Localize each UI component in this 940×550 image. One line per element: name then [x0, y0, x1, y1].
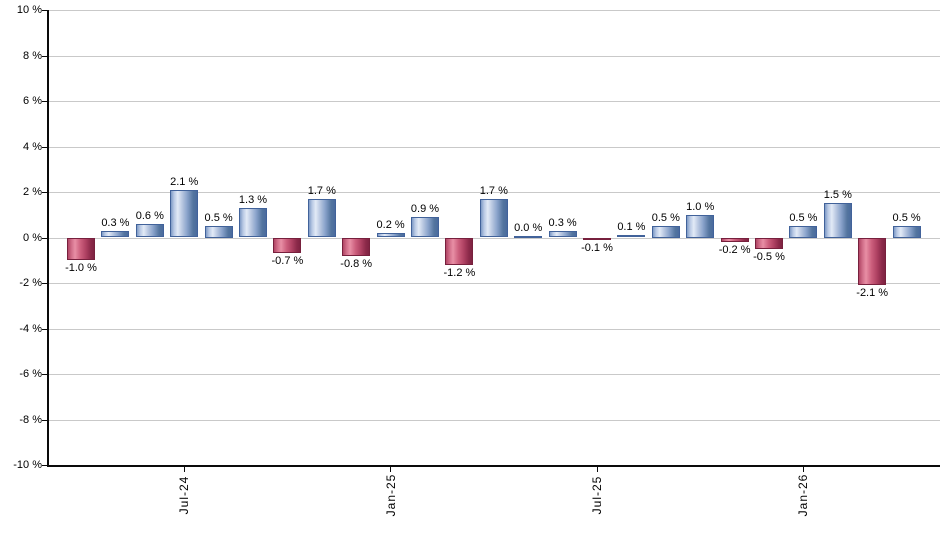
bar [376, 232, 405, 238]
bar [858, 237, 887, 286]
bar-value-label: 1.0 % [686, 200, 715, 213]
bar [617, 235, 646, 238]
gridline [48, 55, 940, 57]
x-axis-tick [390, 465, 392, 472]
y-axis-tick [42, 328, 49, 330]
y-axis-tick [42, 55, 49, 57]
bar-value-label: -0.1 % [581, 241, 613, 254]
bar-value-label: 0.0 % [514, 221, 543, 234]
y-axis-label: 2 % [23, 186, 42, 198]
bar-value-label: -0.7 % [271, 255, 304, 268]
y-axis-tick [42, 237, 49, 239]
gridline [48, 192, 940, 193]
bar [479, 198, 508, 238]
bar-value-label: -1.0 % [65, 262, 97, 275]
y-axis-tick [42, 101, 49, 102]
bar [755, 237, 783, 249]
y-axis-tick [42, 192, 49, 193]
gridline [48, 374, 940, 375]
y-axis-label: -8 % [19, 413, 42, 426]
y-axis-tick [42, 419, 49, 421]
x-axis-label: Jan-25 [383, 473, 398, 517]
y-axis-label: -10 % [13, 459, 42, 471]
gridline [48, 101, 940, 102]
y-axis-label: 10 % [16, 4, 42, 16]
bar [823, 203, 852, 238]
x-axis-line [47, 465, 940, 467]
bar [170, 189, 199, 238]
y-axis-tick [42, 283, 49, 284]
bar [548, 230, 577, 238]
bar-value-label: 0.5 % [204, 212, 233, 225]
y-axis-tick [42, 465, 49, 466]
y-axis-label: 8 % [23, 49, 42, 62]
y-axis-tick [42, 374, 49, 375]
x-axis-tick [596, 465, 598, 472]
bar-value-label: 0.1 % [617, 221, 646, 234]
y-axis-line [47, 10, 49, 467]
bar [720, 237, 749, 243]
bar-value-label: 0.2 % [376, 218, 405, 231]
bar-value-label: 0.5 % [651, 212, 680, 225]
bar-value-label: -2.1 % [856, 287, 889, 300]
bar [411, 217, 439, 238]
bar-value-label: -0.5 % [753, 250, 785, 263]
gridline [48, 10, 940, 11]
bar-value-label: 0.3 % [101, 216, 130, 229]
gridline [48, 283, 940, 284]
bar-value-label: 1.3 % [238, 193, 268, 206]
y-axis-label: 4 % [23, 140, 42, 153]
y-axis-label: -2 % [19, 277, 42, 289]
y-axis-label: 0 % [23, 231, 42, 244]
bar-value-label: -1.2 % [443, 266, 476, 279]
bar [239, 207, 267, 238]
gridline [48, 419, 940, 421]
y-axis-label: -4 % [19, 322, 42, 335]
bar-value-label: 0.5 % [789, 212, 818, 225]
bar [789, 226, 818, 238]
x-axis-label: Jan-26 [796, 473, 811, 517]
bar-value-label: 1.7 % [307, 184, 336, 197]
bar [135, 223, 164, 238]
y-axis-label: -6 % [19, 368, 42, 380]
bar [101, 230, 130, 238]
y-axis-tick [42, 10, 49, 11]
bar [445, 237, 474, 265]
bar [514, 235, 543, 238]
x-axis-tick [183, 465, 185, 472]
bar [583, 237, 611, 240]
bar [342, 237, 371, 256]
bar-value-label: 0.9 % [410, 203, 440, 216]
gridline [48, 146, 940, 148]
bar [273, 237, 302, 254]
bar-value-label: 0.6 % [135, 209, 164, 222]
bar-value-label: 1.5 % [823, 189, 852, 202]
bar [307, 198, 336, 238]
y-axis-tick [42, 146, 49, 148]
bar-value-label: -0.2 % [718, 244, 751, 257]
bar-value-label: 2.1 % [170, 175, 199, 188]
x-axis-label: Jul-24 [177, 475, 192, 515]
bar-value-label: 1.7 % [479, 184, 508, 197]
bar-value-label: -0.8 % [340, 257, 373, 270]
bar [686, 214, 715, 238]
bar [204, 226, 233, 238]
x-axis-tick [802, 465, 804, 472]
bar [892, 226, 921, 238]
bar [651, 226, 680, 238]
gridline [48, 328, 940, 330]
gridline [48, 237, 940, 239]
bar-value-label: 0.3 % [548, 216, 577, 229]
y-axis-label: 6 % [23, 95, 42, 107]
x-axis-label: Jul-25 [590, 475, 604, 515]
bar [67, 237, 95, 261]
bar-value-label: 0.5 % [892, 212, 921, 225]
